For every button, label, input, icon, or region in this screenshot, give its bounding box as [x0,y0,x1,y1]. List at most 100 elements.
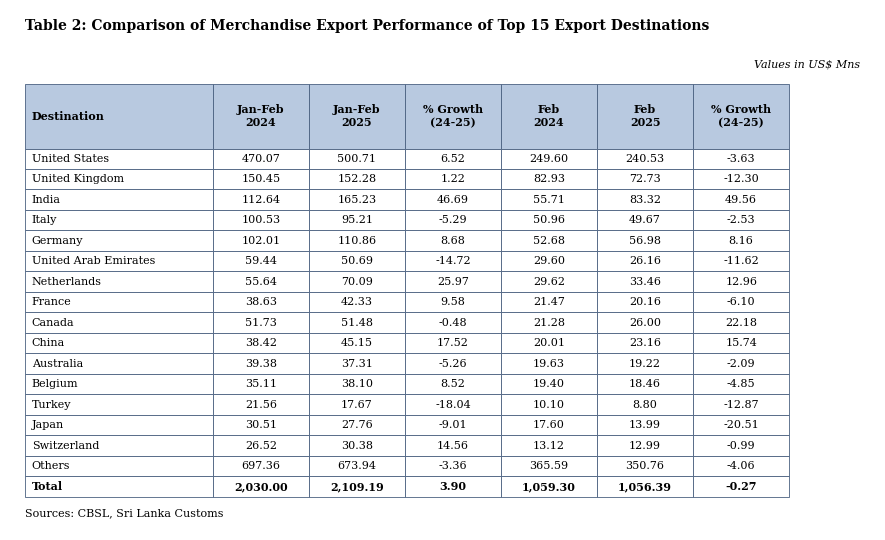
Text: 49.67: 49.67 [629,215,661,225]
Bar [693,374,789,394]
Text: 37.31: 37.31 [341,359,373,369]
Bar [25,456,212,476]
Text: 20.01: 20.01 [533,338,565,348]
Text: Italy: Italy [32,215,58,225]
Bar [309,456,405,476]
Bar [309,231,405,251]
Bar [25,415,212,435]
Text: 102.01: 102.01 [242,235,281,246]
Bar [693,394,789,415]
Bar [693,148,789,169]
Bar [25,394,212,415]
Bar [597,353,693,374]
Text: -12.87: -12.87 [723,400,759,410]
Bar [693,353,789,374]
Text: 26.52: 26.52 [245,441,277,450]
Bar [501,353,597,374]
Text: 3.90: 3.90 [440,481,466,492]
Bar [309,292,405,313]
Text: % Growth
(24-25): % Growth (24-25) [423,104,483,128]
Bar [309,313,405,333]
Bar [25,210,212,231]
Text: 15.74: 15.74 [725,338,757,348]
Bar [501,313,597,333]
Text: -5.26: -5.26 [439,359,467,369]
Bar [25,476,212,497]
Bar [405,210,501,231]
Bar [597,394,693,415]
Text: 95.21: 95.21 [341,215,373,225]
Text: 42.33: 42.33 [341,297,373,307]
Text: 13.12: 13.12 [533,441,565,450]
Text: 18.46: 18.46 [629,379,661,389]
Text: -3.36: -3.36 [439,461,467,471]
Text: 55.71: 55.71 [533,195,565,205]
Bar [309,353,405,374]
Bar [501,210,597,231]
Text: 55.64: 55.64 [245,276,277,287]
Text: 1.22: 1.22 [441,174,466,184]
Text: -2.09: -2.09 [727,359,756,369]
Text: 112.64: 112.64 [242,195,281,205]
Bar [405,456,501,476]
Text: 8.52: 8.52 [441,379,466,389]
Text: 100.53: 100.53 [242,215,281,225]
Bar [693,190,789,210]
Bar [309,394,405,415]
Bar [25,251,212,272]
Bar [25,353,212,374]
Text: United Kingdom: United Kingdom [32,174,124,184]
Text: 19.40: 19.40 [533,379,565,389]
Text: 30.51: 30.51 [245,420,277,430]
Bar [693,415,789,435]
Bar [309,148,405,169]
Bar [501,476,597,497]
Bar [693,435,789,456]
Bar [597,251,693,272]
Text: 51.73: 51.73 [245,318,277,328]
Text: % Growth
(24-25): % Growth (24-25) [712,104,771,128]
Text: 1,059.30: 1,059.30 [522,481,576,492]
Bar [212,148,309,169]
Bar [693,251,789,272]
Bar [597,435,693,456]
Text: 8.16: 8.16 [728,235,754,246]
Text: -14.72: -14.72 [435,256,471,266]
Bar [212,190,309,210]
Text: Sources: CBSL, Sri Lanka Customs: Sources: CBSL, Sri Lanka Customs [25,508,223,518]
Bar [597,210,693,231]
Bar [405,272,501,292]
Text: Table 2: Comparison of Merchandise Export Performance of Top 15 Export Destinati: Table 2: Comparison of Merchandise Expor… [25,19,709,33]
Text: 46.69: 46.69 [437,195,469,205]
Bar [309,476,405,497]
Bar [25,272,212,292]
Text: 249.60: 249.60 [529,154,568,164]
Text: United States: United States [32,154,109,164]
Bar [693,169,789,190]
Bar [212,415,309,435]
Text: 35.11: 35.11 [245,379,277,389]
Text: 26.00: 26.00 [629,318,661,328]
Text: 50.96: 50.96 [533,215,565,225]
Text: -6.10: -6.10 [727,297,756,307]
Text: 38.42: 38.42 [245,338,277,348]
Bar [309,84,405,148]
Text: Jan-Feb
2025: Jan-Feb 2025 [333,104,381,128]
Text: -2.53: -2.53 [727,215,756,225]
Text: 20.16: 20.16 [629,297,661,307]
Bar [501,415,597,435]
Bar [309,169,405,190]
Bar [501,272,597,292]
Bar [212,435,309,456]
Bar [309,415,405,435]
Text: 25.97: 25.97 [437,276,469,287]
Bar [597,272,693,292]
Bar [405,313,501,333]
Text: 110.86: 110.86 [337,235,376,246]
Text: Belgium: Belgium [32,379,79,389]
Bar [25,292,212,313]
Text: 8.68: 8.68 [441,235,466,246]
Text: 29.62: 29.62 [533,276,565,287]
Bar [597,476,693,497]
Bar [501,190,597,210]
